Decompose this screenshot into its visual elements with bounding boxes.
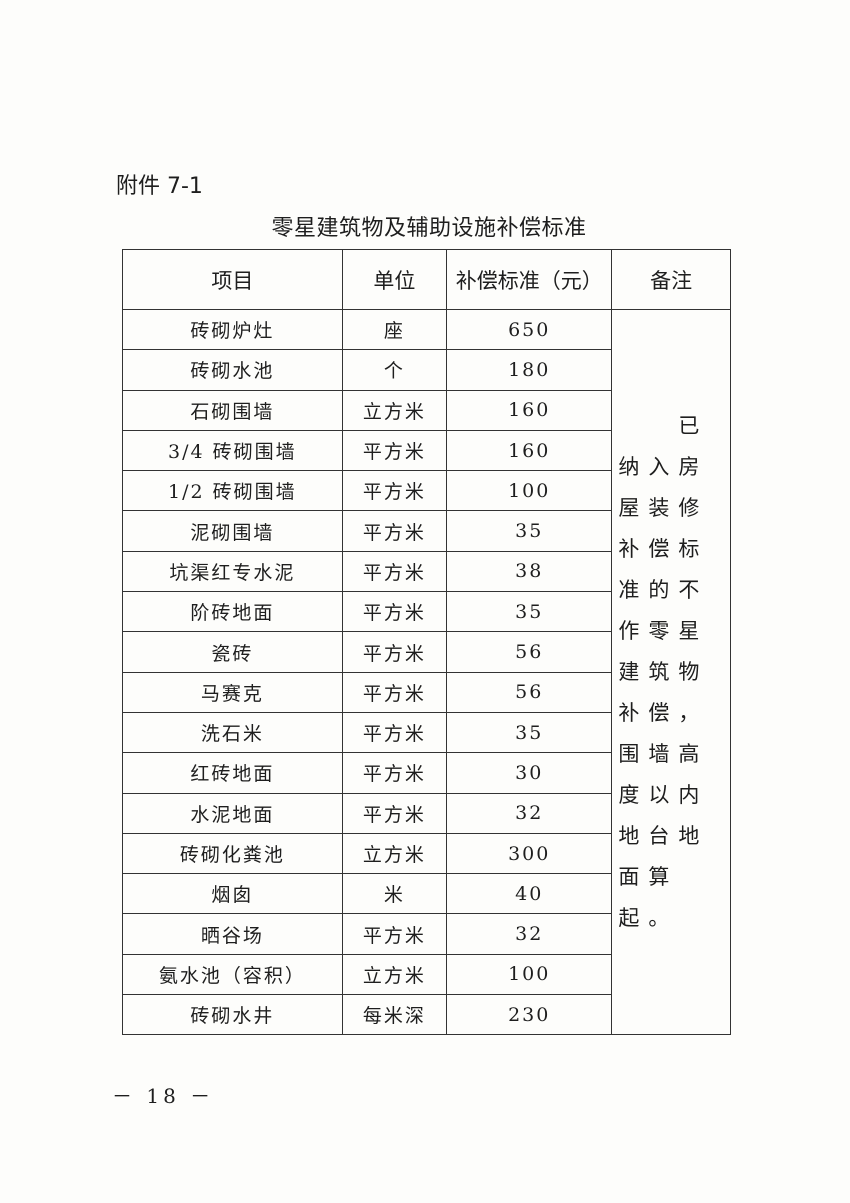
unit-cell: 座 [341, 308, 448, 351]
unit-cell: 平方米 [341, 711, 448, 754]
item-cell: 烟囱 [122, 873, 343, 915]
unit-cell: 平方米 [341, 550, 448, 593]
unit-cell: 立方米 [341, 389, 448, 431]
table-row: 坑渠红专水泥 平方米 38 [122, 550, 731, 593]
table-row: 氨水池（容积） 立方米 100 [122, 953, 731, 996]
item-cell: 瓷砖 [122, 631, 343, 673]
item-cell: 砖砌水池 [122, 349, 343, 391]
item-cell: 水泥地面 [122, 792, 343, 834]
table-row: 砖砌水池个 180 [122, 349, 731, 391]
table-row: 3/4 砖砌围墙 平方米 160 [122, 429, 731, 472]
item-cell: 砖砌化粪池 [122, 832, 343, 875]
item-cell: 坑渠红专水泥 [122, 550, 343, 593]
amount-cell: 32 [446, 913, 613, 955]
amount-cell: 650 [446, 308, 613, 351]
unit-cell: 平方米 [341, 591, 448, 633]
unit-cell: 平方米 [341, 792, 448, 834]
header-item: 项目 [122, 249, 343, 310]
unit-cell: 平方米 [341, 913, 448, 955]
page-number: － 18 － [112, 1084, 215, 1108]
amount-cell: 40 [446, 873, 613, 915]
table-row: 砖砌炉灶座 650 已纳入房屋装修补偿标准的不作零星建筑物补偿，围墙高度以内地台地… [122, 308, 731, 1036]
amount-cell: 100 [446, 470, 613, 512]
table-row: 马赛克 平方米 56 [122, 671, 731, 713]
item-cell: 石砌围墙 [122, 389, 343, 431]
attachment-label: 附件 7-1 [116, 174, 203, 199]
unit-cell: 平方米 [341, 429, 448, 472]
item-cell: 氨水池（容积） [122, 953, 343, 996]
unit-cell: 立方米 [341, 953, 448, 996]
amount-cell: 35 [446, 591, 613, 633]
compensation-table: 项目 单位 补偿标准（元） 备注 砖砌炉灶座 650 已纳入房屋装修补偿标准的不作… [122, 249, 731, 1036]
item-cell: 晒谷场 [122, 913, 343, 955]
remark-cell: 已纳入房屋装修补偿标准的不作零星建筑物补偿，围墙高度以内地台地面算起。 [611, 308, 731, 1036]
amount-cell: 230 [446, 994, 613, 1036]
unit-cell: 平方米 [341, 510, 448, 552]
amount-cell: 30 [446, 752, 613, 794]
table-row: 红砖地面 平方米 30 [122, 752, 731, 794]
table-row: 泥砌围墙 平方米 35 [122, 510, 731, 552]
unit-cell: 平方米 [341, 631, 448, 673]
item-cell: 1/2 砖砌围墙 [122, 470, 343, 512]
unit-cell: 米 [341, 873, 448, 915]
amount-cell: 35 [446, 711, 613, 754]
table-row: 阶砖地面 平方米 35 [122, 591, 731, 633]
unit-cell: 个 [341, 349, 448, 391]
table-header-row: 项目 单位 补偿标准（元） 备注 [122, 249, 731, 310]
amount-cell: 160 [446, 389, 613, 431]
table-row: 1/2 砖砌围墙 平方米 100 [122, 470, 731, 512]
table-row: 晒谷场 平方米 32 [122, 913, 731, 955]
table-row: 洗石米 平方米 35 [122, 711, 731, 754]
amount-cell: 56 [446, 671, 613, 713]
amount-cell: 180 [446, 349, 613, 391]
item-cell: 洗石米 [122, 711, 343, 754]
item-cell: 阶砖地面 [122, 591, 343, 633]
unit-cell: 平方米 [341, 671, 448, 713]
amount-cell: 35 [446, 510, 613, 552]
item-cell: 泥砌围墙 [122, 510, 343, 552]
item-cell: 砖砌水井 [122, 994, 343, 1036]
header-amount: 补偿标准（元） [446, 249, 613, 310]
amount-cell: 38 [446, 550, 613, 593]
header-remark: 备注 [611, 249, 731, 310]
unit-cell: 平方米 [341, 752, 448, 794]
item-cell: 3/4 砖砌围墙 [122, 429, 343, 472]
amount-cell: 300 [446, 832, 613, 875]
unit-cell: 平方米 [341, 470, 448, 512]
table-row: 砖砌水井 每米深 230 [122, 994, 731, 1036]
table-row: 瓷砖 平方米 56 [122, 631, 731, 673]
amount-cell: 56 [446, 631, 613, 673]
item-cell: 马赛克 [122, 671, 343, 713]
unit-cell: 每米深 [341, 994, 448, 1036]
item-cell: 砖砌炉灶 [122, 308, 343, 351]
amount-cell: 100 [446, 953, 613, 996]
document-title: 零星建筑物及辅助设施补偿标准 [271, 216, 587, 241]
header-unit: 单位 [341, 249, 448, 310]
unit-cell: 立方米 [341, 832, 448, 875]
amount-cell: 160 [446, 429, 613, 472]
item-cell: 红砖地面 [122, 752, 343, 794]
amount-cell: 32 [446, 792, 613, 834]
table-row: 石砌围墙 立方米 160 [122, 389, 731, 431]
